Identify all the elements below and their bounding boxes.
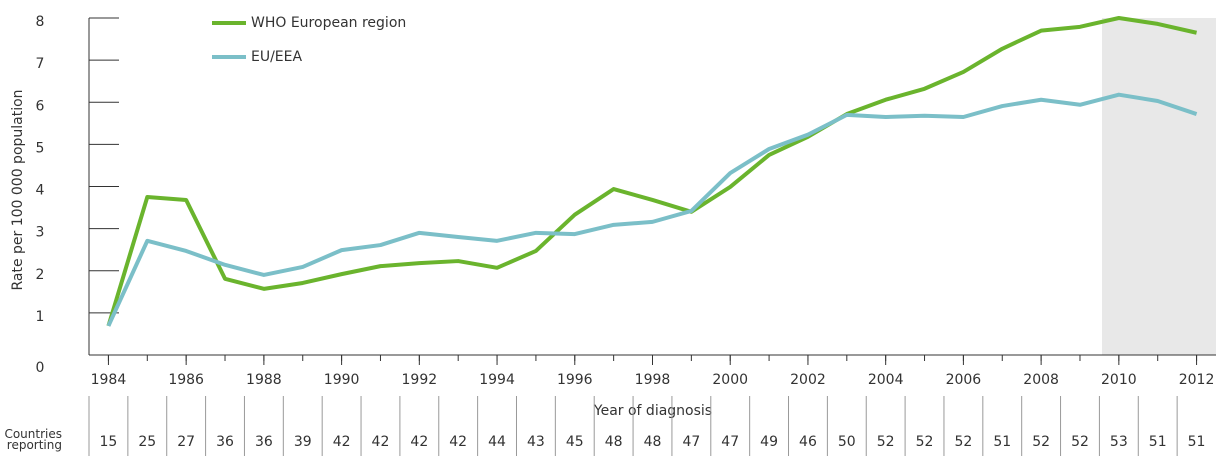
x-tick-label: 2004 — [868, 372, 904, 388]
y-tick-label: 4 — [36, 183, 45, 199]
x-tick-label: 2000 — [712, 372, 748, 388]
countries-reporting-value: 50 — [838, 434, 856, 450]
countries-reporting-value: 43 — [527, 434, 545, 450]
y-tick-label: 7 — [36, 56, 45, 72]
legend-label: EU/EEA — [251, 49, 303, 65]
countries-reporting-value: 52 — [954, 434, 972, 450]
countries-reporting-value: 46 — [799, 434, 817, 450]
x-tick-label: 1984 — [91, 372, 127, 388]
countries-reporting-value: 49 — [760, 434, 778, 450]
y-tick-label: 6 — [36, 98, 45, 114]
x-tick-label: 1992 — [402, 372, 438, 388]
y-tick-label: 3 — [36, 225, 45, 241]
countries-reporting-value: 52 — [877, 434, 895, 450]
y-tick-label: 0 — [36, 360, 45, 376]
countries-reporting-value: 27 — [177, 434, 195, 450]
countries-reporting-value: 44 — [488, 434, 506, 450]
y-tick-label: 8 — [36, 14, 45, 30]
countries-reporting-value: 51 — [1188, 434, 1206, 450]
y-tick-label: 5 — [36, 140, 45, 156]
highlight-region — [1102, 18, 1216, 355]
x-tick-label: 1986 — [168, 372, 204, 388]
countries-reporting-value: 36 — [255, 434, 273, 450]
countries-reporting-value: 42 — [333, 434, 351, 450]
y-tick-label: 2 — [36, 267, 45, 283]
legend-label: WHO European region — [251, 15, 406, 31]
countries-reporting-value: 42 — [372, 434, 390, 450]
x-tick-label: 2002 — [790, 372, 826, 388]
y-axis-label: Rate per 100 000 population — [10, 89, 26, 290]
x-tick-label: 1990 — [324, 372, 360, 388]
countries-reporting-value: 48 — [644, 434, 662, 450]
countries-reporting-value: 25 — [138, 434, 156, 450]
x-tick-label: 2006 — [946, 372, 982, 388]
x-tick-label: 1998 — [635, 372, 671, 388]
x-tick-label: 2008 — [1023, 372, 1059, 388]
x-tick-label: 1996 — [557, 372, 593, 388]
countries-reporting-value: 51 — [993, 434, 1011, 450]
countries-reporting-value: 36 — [216, 434, 234, 450]
countries-reporting-value: 42 — [410, 434, 428, 450]
x-tick-label: 2010 — [1101, 372, 1137, 388]
countries-reporting-value: 48 — [605, 434, 623, 450]
series-line — [106, 16, 1198, 327]
countries-reporting-value: 42 — [449, 434, 467, 450]
countries-reporting-value: 39 — [294, 434, 312, 450]
countries-reporting-label: Countries reporting — [4, 427, 62, 452]
countries-reporting-value: 45 — [566, 434, 584, 450]
x-tick-label: 2012 — [1179, 372, 1215, 388]
series-line — [106, 92, 1198, 327]
countries-reporting-value: 52 — [1032, 434, 1050, 450]
countries-reporting-value: 47 — [721, 434, 739, 450]
countries-reporting-value: 47 — [682, 434, 700, 450]
x-axis-label: Year of diagnosis — [593, 403, 712, 419]
countries-reporting-value: 53 — [1110, 434, 1128, 450]
y-tick-label: 1 — [36, 309, 45, 325]
x-tick-label: 1988 — [246, 372, 282, 388]
countries-reporting-value: 52 — [916, 434, 934, 450]
countries-reporting-value: 15 — [100, 434, 118, 450]
countries-reporting-value: 51 — [1149, 434, 1167, 450]
countries-reporting-value: 52 — [1071, 434, 1089, 450]
x-tick-label: 1994 — [479, 372, 515, 388]
